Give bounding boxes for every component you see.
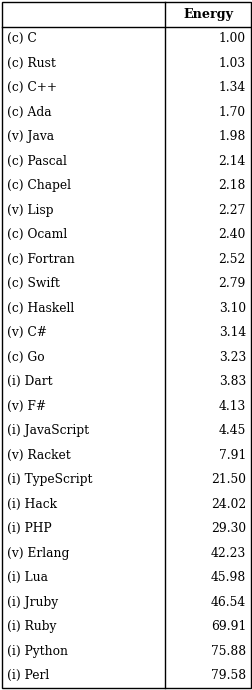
Text: 2.40: 2.40: [218, 228, 245, 242]
Text: 1.00: 1.00: [218, 32, 245, 46]
Text: 1.70: 1.70: [218, 106, 245, 119]
Text: (c) Rust: (c) Rust: [7, 57, 56, 70]
Text: (i) TypeScript: (i) TypeScript: [7, 473, 92, 486]
Text: 2.79: 2.79: [218, 277, 245, 290]
Text: (c) C++: (c) C++: [7, 81, 57, 95]
Text: (c) Ada: (c) Ada: [7, 106, 51, 119]
Text: (c) Pascal: (c) Pascal: [7, 155, 67, 168]
Text: 4.45: 4.45: [218, 424, 245, 437]
Text: 46.54: 46.54: [210, 595, 245, 609]
Text: 7.91: 7.91: [218, 448, 245, 462]
Text: (v) Java: (v) Java: [7, 130, 54, 144]
Text: 24.02: 24.02: [210, 497, 245, 511]
Text: (c) Go: (c) Go: [7, 351, 44, 364]
Text: 1.98: 1.98: [218, 130, 245, 144]
Text: (v) F#: (v) F#: [7, 400, 46, 413]
Text: Energy: Energy: [182, 8, 232, 21]
Text: 75.88: 75.88: [210, 644, 245, 658]
Text: 1.34: 1.34: [218, 81, 245, 95]
Text: (i) Dart: (i) Dart: [7, 375, 52, 388]
Text: 2.14: 2.14: [218, 155, 245, 168]
Text: (i) Lua: (i) Lua: [7, 571, 48, 584]
Text: (c) Swift: (c) Swift: [7, 277, 60, 290]
Text: 2.27: 2.27: [218, 204, 245, 217]
Text: 1.03: 1.03: [218, 57, 245, 70]
Text: (i) Hack: (i) Hack: [7, 497, 57, 511]
Text: (c) Haskell: (c) Haskell: [7, 302, 74, 315]
Text: 21.50: 21.50: [210, 473, 245, 486]
Text: 79.58: 79.58: [210, 669, 245, 682]
Text: (i) Python: (i) Python: [7, 644, 68, 658]
Text: (v) Erlang: (v) Erlang: [7, 546, 69, 560]
Text: (v) Lisp: (v) Lisp: [7, 204, 53, 217]
Text: (i) JavaScript: (i) JavaScript: [7, 424, 89, 437]
Text: (c) Fortran: (c) Fortran: [7, 253, 74, 266]
Text: 69.91: 69.91: [210, 620, 245, 633]
Text: 2.18: 2.18: [218, 179, 245, 193]
Text: 3.10: 3.10: [218, 302, 245, 315]
Text: 2.52: 2.52: [218, 253, 245, 266]
Text: 3.83: 3.83: [218, 375, 245, 388]
Text: 42.23: 42.23: [210, 546, 245, 560]
Text: (c) Ocaml: (c) Ocaml: [7, 228, 67, 242]
Text: (i) Perl: (i) Perl: [7, 669, 49, 682]
Text: 29.30: 29.30: [210, 522, 245, 535]
Text: (v) C#: (v) C#: [7, 326, 47, 339]
Text: (c) C: (c) C: [7, 32, 37, 46]
Text: (i) Ruby: (i) Ruby: [7, 620, 56, 633]
Text: 3.14: 3.14: [218, 326, 245, 339]
Text: (v) Racket: (v) Racket: [7, 448, 71, 462]
Text: (i) Jruby: (i) Jruby: [7, 595, 58, 609]
Text: (c) Chapel: (c) Chapel: [7, 179, 71, 193]
Text: (i) PHP: (i) PHP: [7, 522, 51, 535]
Text: 3.23: 3.23: [218, 351, 245, 364]
Text: 45.98: 45.98: [210, 571, 245, 584]
Text: 4.13: 4.13: [218, 400, 245, 413]
